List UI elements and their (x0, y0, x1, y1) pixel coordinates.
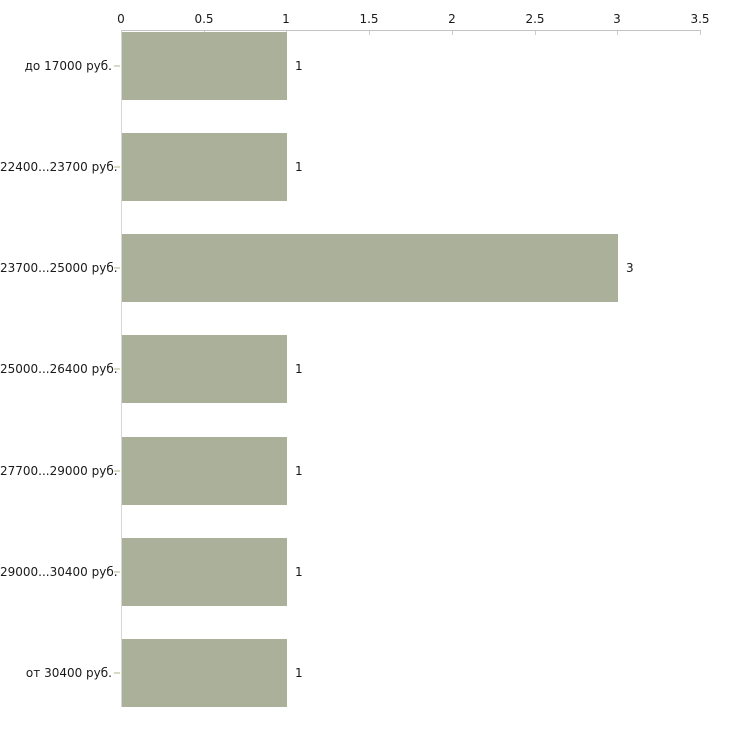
category-label: 22400...23700 руб. (0, 160, 118, 174)
x-tick-mark (121, 31, 122, 35)
category-label: 27700...29000 руб. (0, 464, 118, 478)
x-tick-label: 2 (448, 12, 456, 26)
category-tick (114, 672, 120, 674)
bar-value-label: 1 (295, 59, 303, 73)
bar (122, 639, 287, 707)
category-label: 29000...30400 руб. (0, 565, 118, 579)
bar-value-label: 1 (295, 362, 303, 376)
x-tick-mark (700, 31, 701, 35)
category-tick (114, 470, 120, 472)
bar-value-label: 3 (626, 261, 634, 275)
x-axis-line (121, 30, 701, 31)
category-tick (114, 368, 120, 370)
bar (122, 538, 287, 606)
x-tick-mark (369, 31, 370, 35)
x-tick-label: 3 (613, 12, 621, 26)
category-tick (114, 571, 120, 573)
x-tick-label: 0.5 (194, 12, 214, 26)
x-tick-label: 1 (282, 12, 290, 26)
x-tick-label: 1.5 (359, 12, 379, 26)
category-label: от 30400 руб. (25, 666, 112, 680)
bar (122, 437, 287, 505)
bar (122, 133, 287, 201)
bar-value-label: 1 (295, 666, 303, 680)
category-label: 25000...26400 руб. (0, 362, 118, 376)
y-axis-line (121, 30, 122, 708)
category-tick (114, 166, 120, 168)
bar-value-label: 1 (295, 160, 303, 174)
category-label: до 17000 руб. (24, 59, 112, 73)
bar (122, 335, 287, 403)
x-tick-mark (617, 31, 618, 35)
bar (122, 32, 287, 100)
x-tick-mark (452, 31, 453, 35)
bar-value-label: 1 (295, 464, 303, 478)
x-tick-label: 0 (117, 12, 125, 26)
x-tick-label: 3.5 (690, 12, 710, 26)
category-tick (114, 65, 120, 67)
category-tick (114, 267, 120, 269)
category-label: 23700...25000 руб. (0, 261, 118, 275)
bar-value-label: 1 (295, 565, 303, 579)
bar (122, 234, 618, 302)
x-tick-mark (535, 31, 536, 35)
x-tick-label: 2.5 (525, 12, 545, 26)
